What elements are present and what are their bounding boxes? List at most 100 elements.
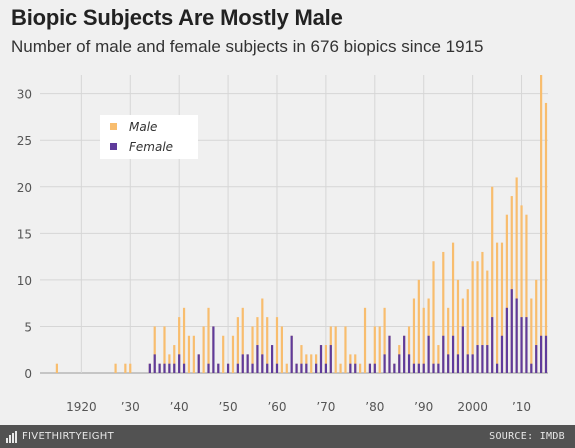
x-tick-label: ’50: [219, 400, 238, 414]
female-bar: [540, 335, 543, 373]
male-bar: [412, 298, 416, 373]
female-bar: [403, 335, 406, 373]
female-bar: [275, 363, 279, 373]
female-bar: [422, 363, 425, 373]
male-bar: [510, 196, 513, 373]
male-bar: [187, 335, 191, 373]
female-bar: [456, 354, 460, 373]
male-bar: [456, 279, 460, 373]
brand-name: FIVETHIRTYEIGHT: [22, 431, 115, 442]
male-bar: [55, 363, 58, 373]
male-bar: [222, 335, 225, 373]
male-bar: [540, 75, 543, 373]
female-bar: [407, 354, 411, 373]
male-bar: [173, 345, 176, 373]
female-bar: [158, 363, 161, 373]
female-bar: [437, 363, 440, 373]
male-bar: [422, 307, 425, 373]
x-tick-label: ’10: [512, 400, 531, 414]
female-bar: [226, 363, 230, 373]
male-bar: [417, 279, 420, 373]
male-bar: [124, 363, 127, 373]
male-bar: [363, 307, 367, 373]
male-bar: [535, 279, 538, 373]
male-bar: [525, 214, 528, 373]
female-bar: [451, 335, 455, 373]
male-bar: [373, 326, 376, 373]
male-bar: [192, 335, 195, 373]
brand-logo-icon: [6, 431, 17, 443]
female-bar: [471, 354, 474, 373]
male-bar: [266, 317, 269, 373]
female-bar: [354, 363, 357, 373]
female-legend-label: Female: [129, 140, 173, 154]
x-tick-label: ’30: [121, 400, 140, 414]
biopic-bar-chart: 0 5 10 15 20 25 30 1920 ’30 ’40 ’50 ’60 ’70 ’80 ’90 200…: [17, 75, 548, 414]
female-bar: [525, 317, 528, 373]
female-bar: [466, 354, 469, 373]
female-bar: [319, 345, 323, 373]
female-bar: [461, 326, 464, 373]
female-bar: [544, 335, 548, 373]
female-bar: [481, 345, 484, 373]
female-bar: [148, 363, 151, 373]
female-bar: [388, 335, 391, 373]
female-bar: [530, 363, 533, 373]
male-bar: [300, 345, 303, 373]
male-bar: [447, 307, 450, 373]
female-bar: [476, 345, 479, 373]
female-legend-swatch: [110, 143, 117, 150]
female-bar: [153, 354, 156, 373]
female-bar: [163, 363, 166, 373]
y-tick-label: 5: [24, 320, 32, 334]
legend-box: [100, 115, 198, 159]
male-bar: [334, 326, 337, 373]
female-bar: [217, 363, 220, 373]
female-bar: [305, 363, 308, 373]
female-bar: [383, 354, 386, 373]
male-bar: [515, 177, 518, 373]
x-tick-label: ’90: [414, 400, 433, 414]
y-tick-label: 20: [17, 181, 32, 195]
male-bar: [432, 261, 435, 373]
male-bar: [241, 307, 244, 373]
female-bar: [266, 363, 269, 373]
male-bar: [344, 326, 347, 373]
female-bar: [505, 307, 508, 373]
female-bar: [241, 354, 244, 373]
male-bar: [481, 251, 484, 373]
female-bar: [447, 354, 450, 373]
male-bar: [324, 345, 328, 373]
female-bar: [417, 363, 420, 373]
female-bar: [178, 354, 181, 373]
male-bar: [451, 242, 455, 373]
male-bar: [520, 205, 523, 373]
female-bar: [168, 363, 171, 373]
male-bar: [476, 261, 479, 373]
male-bar: [207, 307, 210, 373]
female-bar: [491, 317, 494, 373]
footer-bar: FIVETHIRTYEIGHT SOURCE: IMDB: [0, 425, 575, 448]
female-bar: [246, 354, 249, 373]
x-tick-label: ’80: [365, 400, 384, 414]
female-bar: [442, 335, 445, 373]
female-bar: [207, 363, 210, 373]
source-credit: SOURCE: IMDB: [489, 431, 565, 442]
female-bar: [510, 289, 513, 373]
male-bar: [153, 326, 156, 373]
female-bar: [486, 345, 489, 373]
female-bar: [349, 363, 352, 373]
y-tick-label: 0: [24, 367, 32, 381]
female-bar: [270, 345, 274, 373]
female-bar: [373, 363, 376, 373]
female-bar: [197, 354, 200, 373]
male-bar: [236, 317, 239, 373]
female-bar: [515, 298, 518, 373]
x-tick-label: 2000: [457, 400, 488, 414]
male-bar: [280, 326, 283, 373]
female-bar: [412, 363, 416, 373]
female-bar: [324, 363, 328, 373]
y-tick-label: 15: [17, 227, 32, 241]
male-bar: [491, 186, 494, 373]
male-bar: [178, 317, 181, 373]
